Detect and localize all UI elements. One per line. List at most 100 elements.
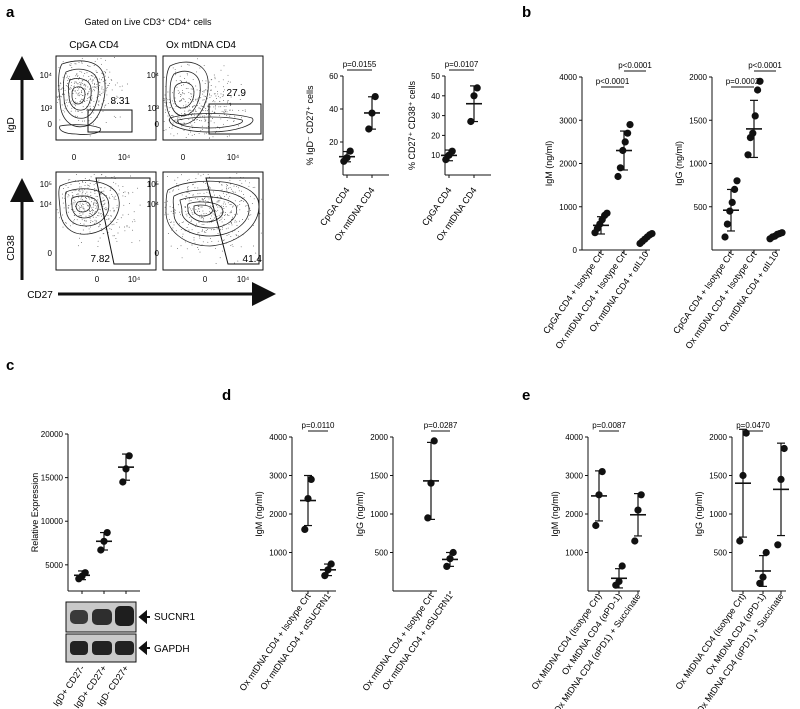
data-point <box>626 121 634 129</box>
y-tick-label: 1500 <box>370 472 388 481</box>
y-tick-label: 0 <box>48 249 53 258</box>
plot-frame <box>55 171 157 271</box>
cd27-axis-label: CD27 <box>27 290 53 301</box>
y-tick-label: 10³ <box>147 104 159 113</box>
y-axis-label: IgM (ng/ml) <box>544 141 554 187</box>
event-dots <box>56 57 129 137</box>
plot-frame <box>55 55 157 141</box>
blot-band <box>70 641 88 655</box>
arrow-icon <box>138 609 150 625</box>
y-tick-label: 2000 <box>559 160 577 169</box>
y-tick-label: 1000 <box>689 160 707 169</box>
arrow-icon <box>138 640 150 656</box>
y-tick-label: 4000 <box>565 433 583 442</box>
flow-col2-title: Ox mtDNA CD4 <box>166 40 236 51</box>
y-tick-label: 0 <box>155 120 160 129</box>
y-axis-label: IgG (ng/ml) <box>694 491 704 536</box>
data-point <box>728 198 736 206</box>
data-point <box>778 229 786 237</box>
y-tick-label: 1000 <box>565 549 583 558</box>
y-tick-label: 4000 <box>269 433 287 442</box>
y-tick-label: 10 <box>431 151 440 160</box>
data-point <box>736 537 744 545</box>
contour-lines <box>165 61 254 133</box>
data-point <box>119 478 127 486</box>
blot-band <box>92 609 112 625</box>
y-axis-label: IgM (ng/ml) <box>550 491 560 537</box>
y-tick-label: 0 <box>573 246 578 255</box>
y-axis-label: IgG (ng/ml) <box>355 491 365 536</box>
panel-label-a: a <box>6 4 15 21</box>
data-point <box>631 537 639 545</box>
flow-plot-cd38-cpga: 7.82 10⁵ 10⁴ 0 0 10⁴ <box>40 171 157 284</box>
p-value-label: p<0.0001 <box>618 61 652 70</box>
panel-label-e: e <box>522 387 530 404</box>
data-point <box>774 541 782 549</box>
p-value-label: p<0.0001 <box>596 77 630 86</box>
y-tick-label: 10⁵ <box>147 180 159 189</box>
data-point <box>621 138 629 146</box>
blot-band <box>115 641 134 655</box>
y-tick-label: 50 <box>431 72 440 81</box>
y-tick-label: 10⁴ <box>147 71 160 80</box>
contour-lines <box>165 180 260 247</box>
y-tick-label: 1000 <box>709 510 727 519</box>
gate-box <box>208 103 262 135</box>
x-tick-label: 10⁴ <box>128 275 141 284</box>
data-point <box>762 548 770 557</box>
y-tick-label: 20 <box>329 138 338 147</box>
y-tick-label: 40 <box>329 105 338 114</box>
blot-band <box>70 610 88 624</box>
x-tick-label: 0 <box>95 275 100 284</box>
y-tick-label: 500 <box>375 549 389 558</box>
contour-lines <box>58 180 120 235</box>
data-point <box>749 129 757 137</box>
x-tick-label: 10⁴ <box>227 153 240 162</box>
y-tick-label: 500 <box>694 203 708 212</box>
gate-percent: 7.82 <box>91 254 111 265</box>
western-blot: SUCNR1 GAPDH <box>65 601 196 663</box>
y-tick-label: 10⁵ <box>40 180 52 189</box>
y-axis-label: % IgD⁻ CD27⁺ cells <box>305 85 315 166</box>
y-tick-label: 0 <box>48 120 53 129</box>
y-tick-label: 10³ <box>40 104 52 113</box>
data-point <box>756 579 764 587</box>
flow-cytometry-panel: Gated on Live CD3⁺ CD4⁺ cells CpGA CD4 O… <box>6 17 276 306</box>
data-point <box>448 147 456 155</box>
blot-label-gapdh: GAPDH <box>154 644 190 655</box>
x-tick-label: 10⁴ <box>237 275 250 284</box>
data-point <box>726 207 734 215</box>
y-tick-label: 2000 <box>709 433 727 442</box>
data-point <box>592 521 600 530</box>
panel-label-d: d <box>222 387 231 404</box>
data-point <box>723 220 732 228</box>
flow-plot-igd-cpga: 8.31 10⁴ 10³ 0 0 10⁴ <box>40 55 157 162</box>
y-tick-label: 20 <box>431 131 440 140</box>
flow-plot-cd38-oxmtdna: 41.4 10⁵ 10⁴ 0 0 10⁴ <box>147 171 264 284</box>
data-point <box>733 177 741 185</box>
gate-box <box>87 109 133 133</box>
data-point <box>614 172 622 181</box>
blot-band <box>92 641 112 655</box>
panel-label-b: b <box>522 4 531 21</box>
y-tick-label: 1500 <box>689 116 707 125</box>
y-axis-label: % CD27⁺ CD38⁺ cells <box>407 80 417 170</box>
y-tick-label: 10⁴ <box>40 71 53 80</box>
flow-plot-igd-oxmtdna: 27.9 10⁴ 10³ 0 0 10⁴ <box>147 55 264 162</box>
y-tick-label: 15000 <box>41 474 64 483</box>
gate-polygon <box>95 177 151 265</box>
y-tick-label: 3000 <box>269 472 287 481</box>
gate-title: Gated on Live CD3⁺ CD4⁺ cells <box>84 17 212 27</box>
data-point <box>780 444 788 453</box>
igd-axis-label: IgD <box>6 117 17 133</box>
data-point <box>307 475 315 483</box>
gate-percent: 41.4 <box>243 254 263 265</box>
data-point <box>598 468 606 476</box>
